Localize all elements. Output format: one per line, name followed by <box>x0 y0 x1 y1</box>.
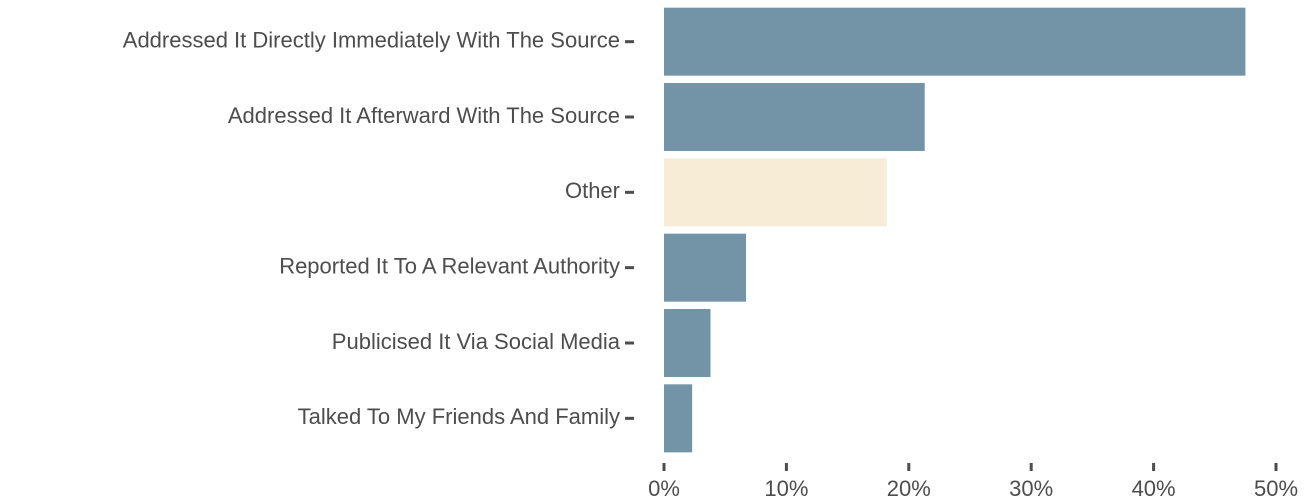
x-tick-label: 10% <box>764 476 808 501</box>
bar <box>664 309 711 377</box>
y-tick-label: Publicised It Via Social Media <box>332 329 621 354</box>
bar <box>664 233 747 302</box>
y-tick-label: Addressed It Directly Immediately With T… <box>123 27 620 52</box>
bar <box>664 384 693 453</box>
bar <box>664 7 1246 76</box>
x-tick-label: 30% <box>1009 476 1053 501</box>
y-tick-label: Other <box>565 178 620 203</box>
y-tick-label: Addressed It Afterward With The Source <box>228 103 620 128</box>
y-tick-label: Reported It To A Relevant Authority <box>279 253 620 278</box>
y-tick-label: Talked To My Friends And Family <box>298 404 620 429</box>
x-tick-label: 40% <box>1132 476 1176 501</box>
x-tick-label: 0% <box>648 476 680 501</box>
x-tick-label: 20% <box>887 476 931 501</box>
x-tick-label: 50% <box>1254 476 1298 501</box>
bar <box>664 83 925 151</box>
bar <box>664 158 887 227</box>
